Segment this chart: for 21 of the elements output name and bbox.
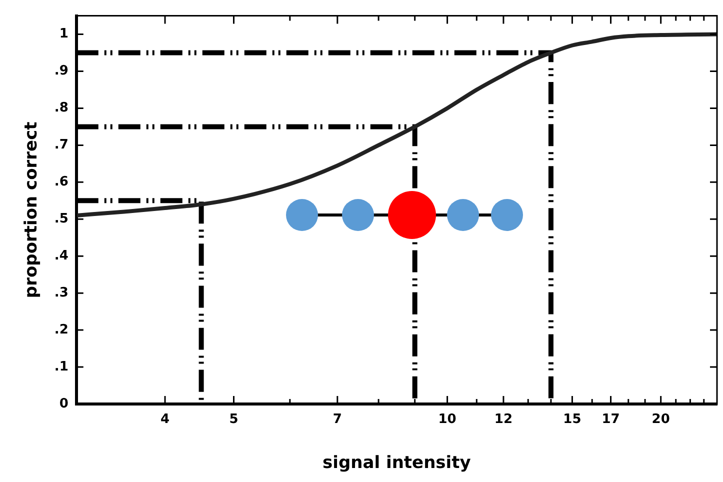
x-tick-label: 15	[563, 412, 582, 428]
y-tick-label: .1	[54, 359, 68, 374]
x-tick-label: 5	[229, 412, 238, 428]
y-tick-label: 1	[59, 26, 68, 42]
y-tick-label: .9	[54, 64, 68, 79]
x-tick-label: 17	[602, 412, 620, 428]
y-tick-label: .6	[54, 174, 68, 190]
x-tick-label: 4	[160, 412, 170, 428]
x-tick-label: 10	[438, 412, 456, 428]
y-axis-title: proportion correct	[22, 122, 42, 298]
y-tick-label: .8	[54, 100, 68, 116]
x-tick-label: 7	[332, 412, 342, 428]
y-tick-label: 0	[59, 396, 68, 412]
y-tick-label: .3	[54, 285, 68, 300]
y-tick-label: .4	[54, 248, 68, 264]
y-tick-label: .5	[54, 212, 68, 227]
x-tick-label: 12	[494, 412, 513, 428]
x-tick-label: 20	[652, 412, 670, 428]
y-tick-label: .2	[54, 322, 68, 338]
y-tick-label: .7	[54, 138, 68, 153]
x-axis-title: signal intensity	[322, 453, 471, 474]
